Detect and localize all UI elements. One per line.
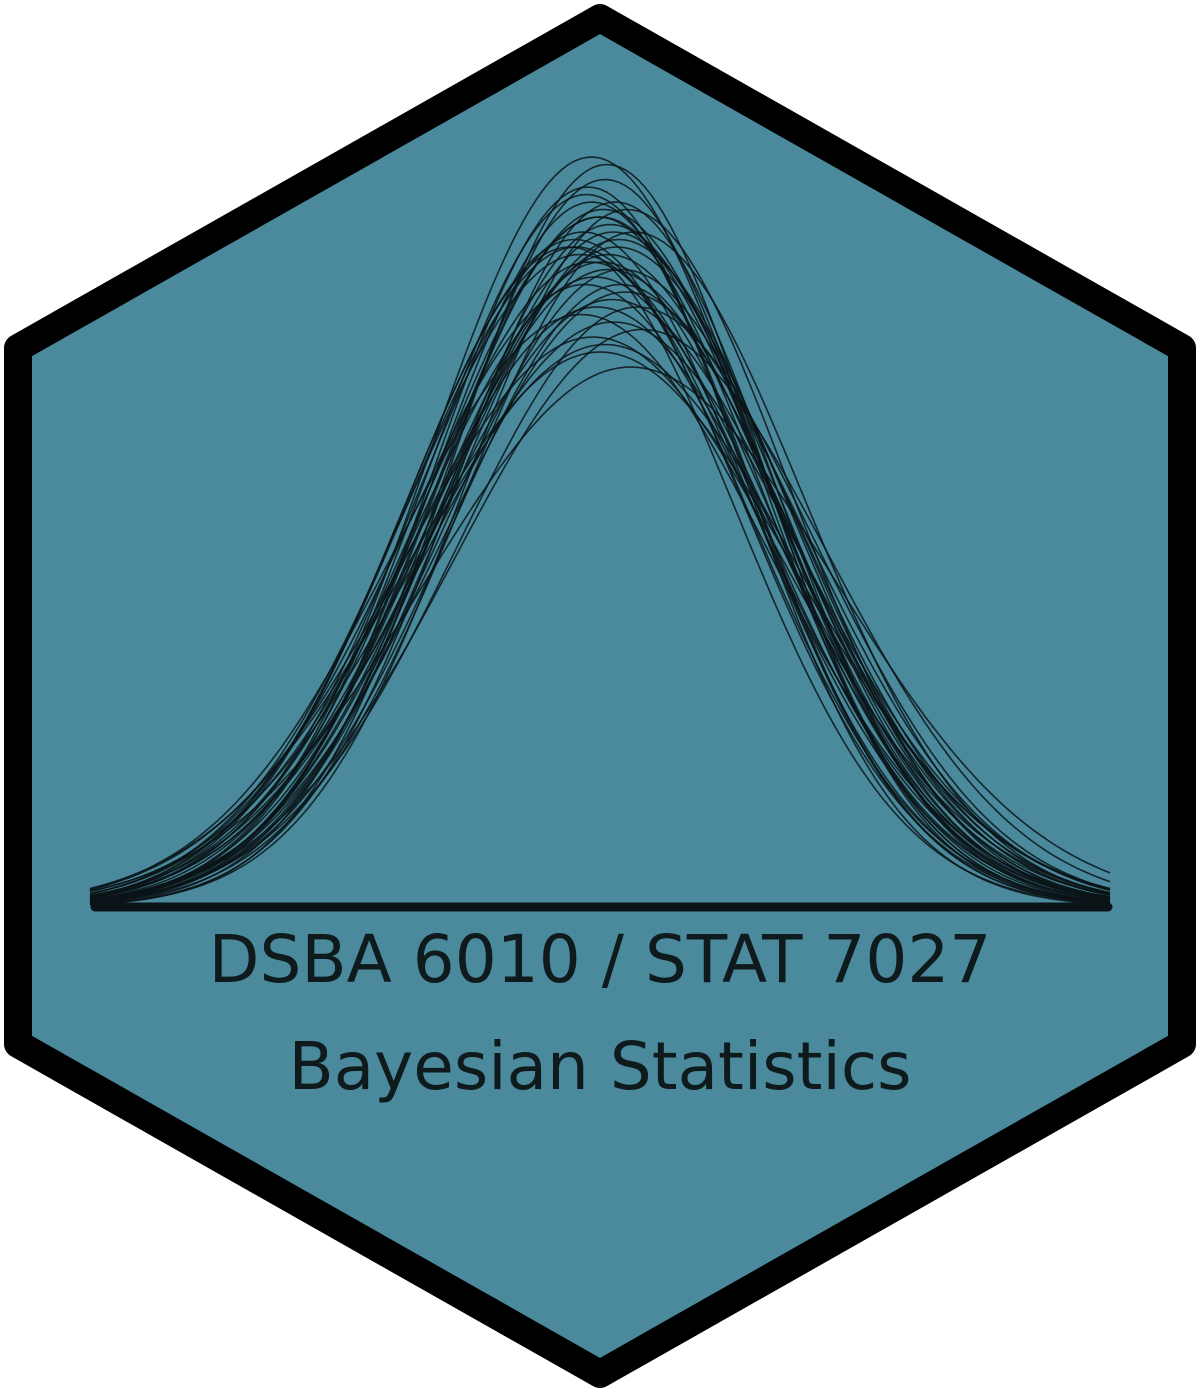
density-curve-21 <box>89 276 1111 899</box>
density-curve-33 <box>89 253 1111 902</box>
hexagon-fill <box>18 18 1182 1374</box>
density-curve-40 <box>89 231 1111 903</box>
density-curve-35 <box>89 208 1111 905</box>
density-curve-37 <box>89 343 1111 893</box>
density-curve-3 <box>89 268 1111 899</box>
density-curve-36 <box>89 246 1111 903</box>
density-curve-29 <box>89 313 1111 898</box>
density-curve-26 <box>89 298 1111 898</box>
course-code: DSBA 6010 / STAT 7027 <box>209 921 992 998</box>
density-curve-19 <box>89 261 1111 902</box>
hexagon-border <box>4 4 1196 1388</box>
density-curve-34 <box>89 283 1111 900</box>
density-curve-8 <box>89 321 1111 897</box>
density-curve-24 <box>89 246 1111 905</box>
course-title: Bayesian Statistics <box>288 1028 911 1105</box>
density-curve-39 <box>89 201 1111 905</box>
density-curve-23 <box>89 366 1111 892</box>
density-curve-25 <box>89 261 1111 901</box>
density-curve-38 <box>89 306 1111 903</box>
density-curves <box>89 156 1111 906</box>
density-curve-22 <box>89 231 1111 904</box>
